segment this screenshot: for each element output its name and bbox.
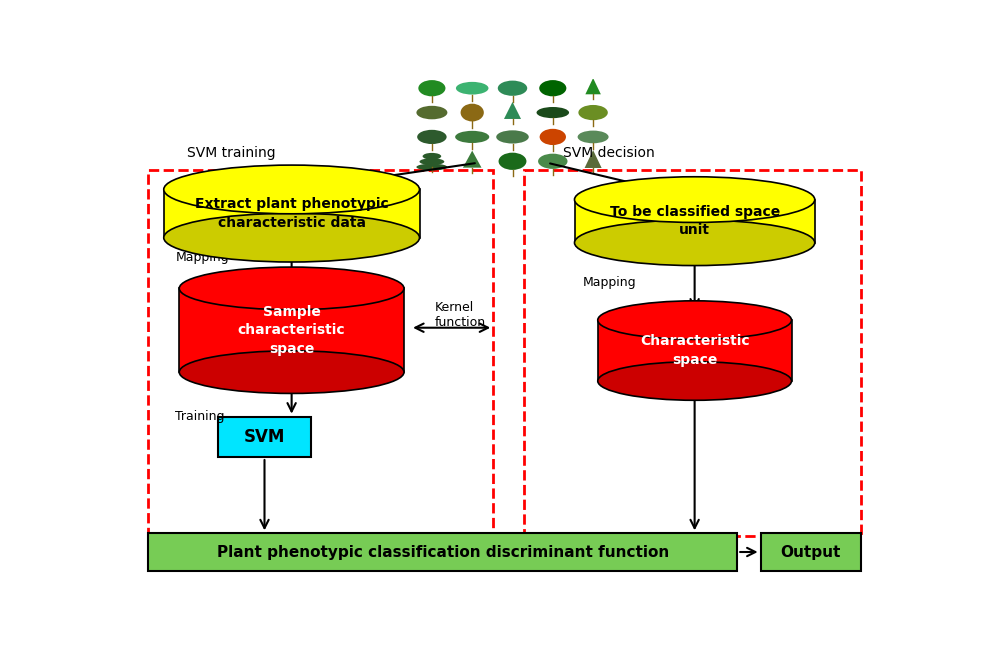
Ellipse shape <box>164 165 420 214</box>
Bar <box>574 200 815 243</box>
Ellipse shape <box>179 267 404 310</box>
Ellipse shape <box>539 80 566 96</box>
Polygon shape <box>504 102 521 119</box>
Text: Output: Output <box>781 545 841 559</box>
Text: SVM training: SVM training <box>187 146 276 159</box>
Bar <box>524 171 861 536</box>
Text: SVM: SVM <box>244 428 285 446</box>
Ellipse shape <box>417 130 447 144</box>
Ellipse shape <box>598 301 792 339</box>
Ellipse shape <box>416 106 447 119</box>
Ellipse shape <box>578 130 609 143</box>
Polygon shape <box>463 151 482 167</box>
Ellipse shape <box>538 154 568 169</box>
Text: Mapping: Mapping <box>175 251 229 264</box>
Bar <box>598 320 792 381</box>
Ellipse shape <box>418 80 445 96</box>
Ellipse shape <box>179 351 404 393</box>
Bar <box>761 533 861 571</box>
Ellipse shape <box>537 107 569 118</box>
Bar <box>179 289 404 372</box>
Ellipse shape <box>423 153 441 159</box>
Bar <box>164 189 420 238</box>
Ellipse shape <box>455 131 489 143</box>
Text: Characteristic
space: Characteristic space <box>640 334 749 367</box>
Ellipse shape <box>496 130 529 144</box>
Ellipse shape <box>574 220 815 266</box>
Ellipse shape <box>574 177 815 223</box>
Text: Extract plant phenotypic
characteristic data: Extract plant phenotypic characteristic … <box>195 197 388 230</box>
Ellipse shape <box>416 163 447 171</box>
Bar <box>148 533 737 571</box>
Polygon shape <box>585 78 601 94</box>
Ellipse shape <box>164 214 420 262</box>
Text: SVM decision: SVM decision <box>563 146 655 159</box>
Polygon shape <box>585 150 602 168</box>
Text: Plant phenotypic classification discriminant function: Plant phenotypic classification discrimi… <box>217 545 669 559</box>
Ellipse shape <box>420 158 444 165</box>
Ellipse shape <box>499 153 526 170</box>
Text: Kernel
function: Kernel function <box>435 301 486 329</box>
Text: To be classified space
unit: To be classified space unit <box>610 205 780 237</box>
Bar <box>148 171 493 536</box>
Text: Mapping: Mapping <box>582 275 636 289</box>
Ellipse shape <box>461 103 484 121</box>
Ellipse shape <box>498 80 527 96</box>
Text: Sample
characteristic
space: Sample characteristic space <box>238 305 345 356</box>
Ellipse shape <box>540 129 566 145</box>
Ellipse shape <box>578 105 608 120</box>
Ellipse shape <box>598 362 792 400</box>
Bar <box>218 416 311 457</box>
Ellipse shape <box>456 82 488 94</box>
Text: Training: Training <box>175 410 225 423</box>
